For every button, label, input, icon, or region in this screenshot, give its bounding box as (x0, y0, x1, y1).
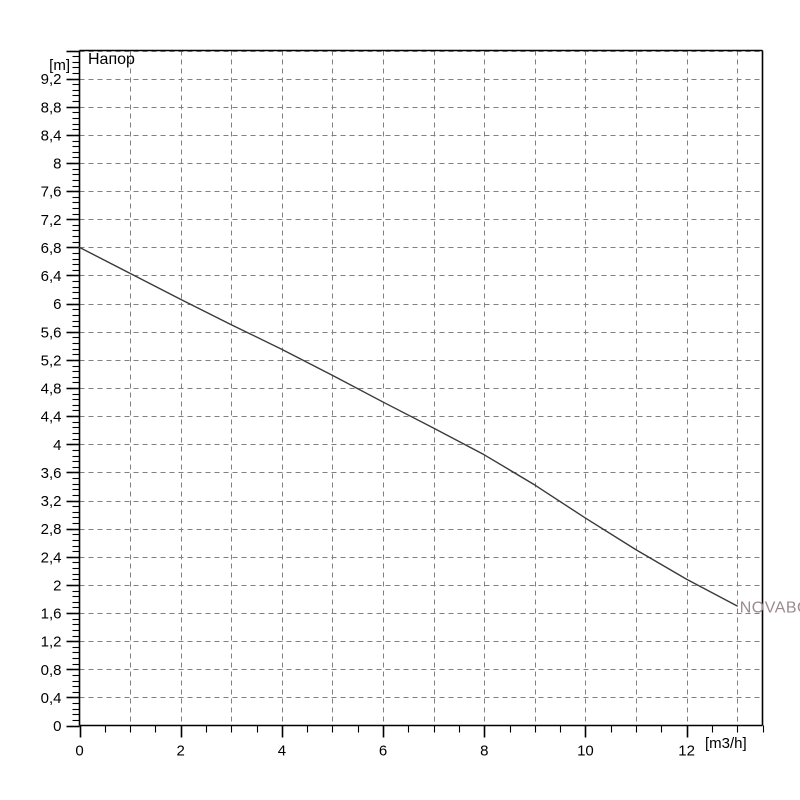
chart-title: Напор (88, 51, 135, 68)
y-axis-tick-labels: 0 0,4 0,8 1,2 1,6 2 2,4 2,8 3,2 3,6 4 4,4 4,8 5,2 5,6 6… (41, 71, 62, 735)
y-axis-tick-label: 6,4 (41, 268, 62, 285)
y-axis-tick-label: 3,6 (41, 465, 62, 482)
y-axis-tick-label: 2,4 (41, 549, 62, 566)
x-axis-tick-label: 2 (177, 743, 185, 760)
x-axis-tick-labels: 0 2 4 6 8 10 12 (75, 743, 695, 760)
x-axis-tick-label: 12 (678, 743, 695, 760)
x-axis-unit-label: [m3/h] (705, 735, 747, 752)
y-axis-tick-label: 6,8 (41, 240, 62, 257)
y-axis-tick-label: 1,2 (41, 634, 62, 651)
y-axis-ticks (66, 50, 80, 728)
y-axis-tick-label: 5,2 (41, 352, 62, 369)
y-axis-tick-label: 3,2 (41, 493, 62, 510)
y-axis-tick-label: 8,4 (41, 127, 62, 144)
y-axis-tick-label: 4 (53, 437, 61, 454)
y-axis-tick-label: 8 (53, 156, 61, 173)
y-axis-unit-label: [m] (49, 57, 70, 74)
y-axis-tick-label: 0,8 (41, 662, 62, 679)
y-axis-tick-label: 5,6 (41, 324, 62, 341)
y-axis-tick-label: 8,8 (41, 99, 62, 116)
x-axis-tick-label: 10 (577, 743, 594, 760)
watermark-label: NOVABOX (740, 599, 800, 616)
y-axis-tick-label: 1,6 (41, 606, 62, 623)
head-curve-line (78, 246, 738, 607)
y-axis-tick-label: 0,4 (41, 690, 62, 707)
x-axis-tick-label: 4 (278, 743, 286, 760)
x-axis-tick-label: 8 (480, 743, 488, 760)
x-axis-ticks (79, 725, 765, 738)
y-axis-tick-label: 6 (53, 296, 61, 313)
chart-annotations: NOVABOX (740, 599, 800, 616)
y-axis-tick-label: 7,2 (41, 212, 62, 229)
y-axis-tick-label: 2 (53, 577, 61, 594)
y-axis-tick-label: 2,8 (41, 521, 62, 538)
y-axis-tick-label: 4,8 (41, 381, 62, 398)
y-axis-tick-label: 7,6 (41, 184, 62, 201)
curve-series-layer (78, 246, 738, 607)
y-axis-tick-label: 0 (53, 718, 61, 735)
x-axis-tick-label: 6 (379, 743, 387, 760)
y-axis-tick-label: 4,4 (41, 409, 62, 426)
x-axis-tick-label: 0 (75, 743, 83, 760)
y-axis-tick-label: 9,2 (41, 71, 62, 88)
